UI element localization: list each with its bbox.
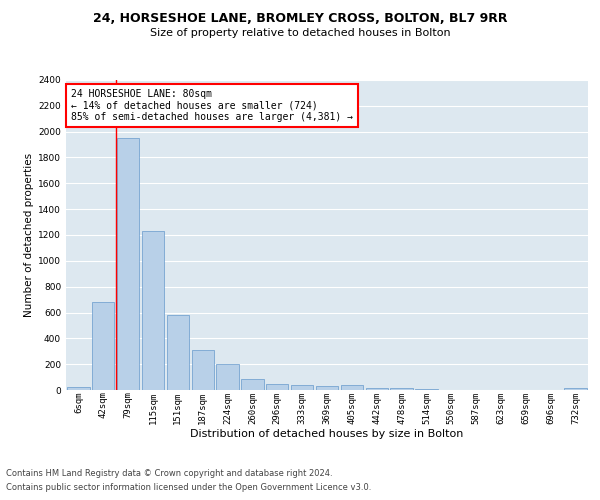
Bar: [341, 384, 363, 390]
Bar: [365, 388, 388, 390]
X-axis label: Distribution of detached houses by size in Bolton: Distribution of detached houses by size …: [190, 429, 464, 439]
Bar: [67, 388, 89, 390]
Bar: [241, 379, 263, 390]
Bar: [565, 388, 587, 390]
Bar: [117, 138, 139, 390]
Text: Contains HM Land Registry data © Crown copyright and database right 2024.: Contains HM Land Registry data © Crown c…: [6, 468, 332, 477]
Bar: [316, 386, 338, 390]
Bar: [142, 231, 164, 390]
Bar: [92, 302, 115, 390]
Text: 24 HORSESHOE LANE: 80sqm
← 14% of detached houses are smaller (724)
85% of semi-: 24 HORSESHOE LANE: 80sqm ← 14% of detach…: [71, 90, 353, 122]
Bar: [167, 315, 189, 390]
Bar: [266, 384, 289, 390]
Bar: [217, 364, 239, 390]
Text: Contains public sector information licensed under the Open Government Licence v3: Contains public sector information licen…: [6, 484, 371, 492]
Bar: [391, 388, 413, 390]
Text: Size of property relative to detached houses in Bolton: Size of property relative to detached ho…: [149, 28, 451, 38]
Bar: [291, 386, 313, 390]
Text: 24, HORSESHOE LANE, BROMLEY CROSS, BOLTON, BL7 9RR: 24, HORSESHOE LANE, BROMLEY CROSS, BOLTO…: [93, 12, 507, 26]
Y-axis label: Number of detached properties: Number of detached properties: [24, 153, 34, 317]
Bar: [191, 350, 214, 390]
